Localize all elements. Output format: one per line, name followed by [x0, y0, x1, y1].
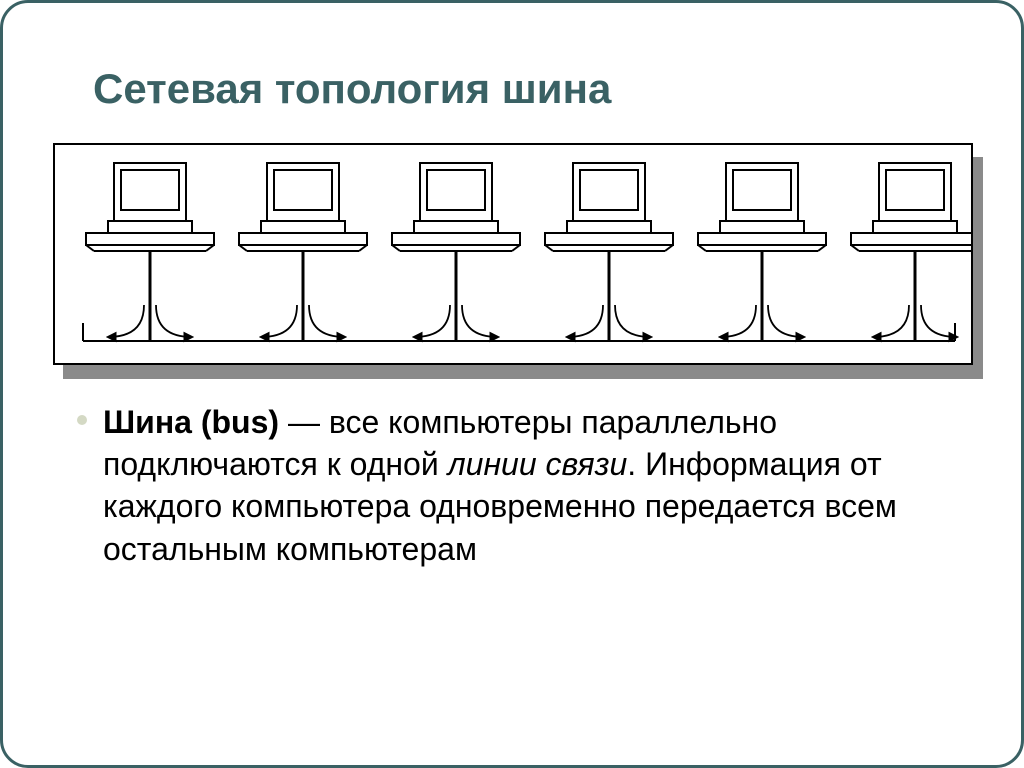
text-run: линии связи — [448, 446, 628, 482]
text-run: Шина (bus) — [103, 404, 279, 440]
slide-frame: Сетевая топология шина Шина (bus) — все … — [0, 0, 1024, 768]
bullet-dot-icon — [77, 415, 87, 425]
diagram-box — [53, 143, 973, 365]
bullet-text: Шина (bus) — все компьютеры параллельно … — [103, 404, 897, 567]
bullet-paragraph: Шина (bus) — все компьютеры параллельно … — [103, 401, 933, 570]
bus-topology-svg — [55, 145, 971, 363]
slide-title: Сетевая топология шина — [93, 65, 611, 113]
bus-topology-diagram — [53, 143, 983, 375]
